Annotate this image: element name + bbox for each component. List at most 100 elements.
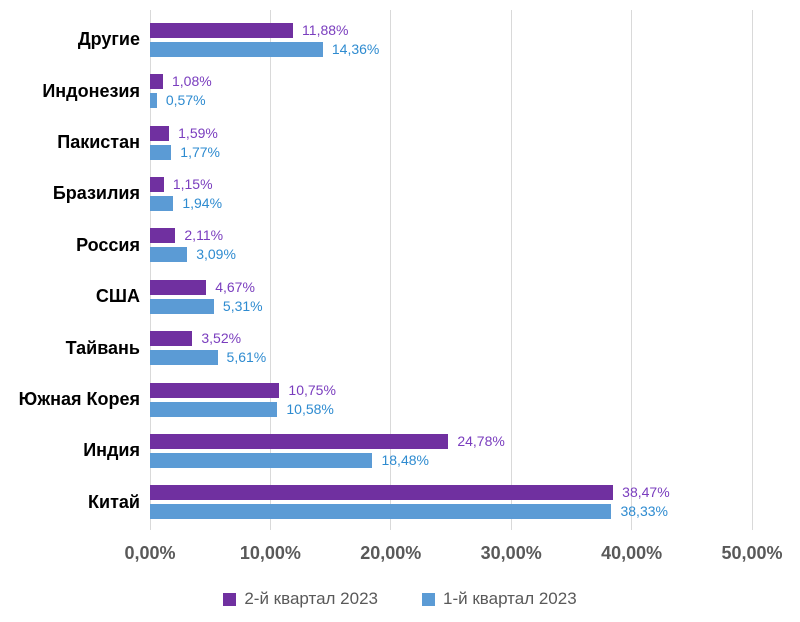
- bar-line: 38,33%: [150, 503, 752, 520]
- bar-value-label: 1,08%: [172, 73, 212, 90]
- bar-value-label: 14,36%: [331, 40, 380, 57]
- bar-q2: [150, 22, 294, 38]
- legend-label: 2-й квартал 2023: [244, 589, 378, 608]
- bar-value-label: 4,67%: [215, 278, 255, 295]
- bar-line: 38,47%: [150, 484, 752, 501]
- bar-line: 2,11%: [150, 227, 752, 244]
- bar-line: 14,36%: [150, 40, 752, 57]
- x-axis-tick: 10,00%: [239, 543, 301, 563]
- bar-line: 10,75%: [150, 381, 752, 398]
- category-label: Бразилия: [52, 183, 140, 204]
- category-label: Индонезия: [42, 80, 140, 101]
- gridline: [390, 10, 392, 530]
- bar-value-label: 3,09%: [196, 246, 236, 263]
- x-axis-tick: 30,00%: [480, 543, 542, 563]
- bar-line: 1,94%: [150, 194, 752, 211]
- legend-label: 1-й квартал 2023: [443, 589, 577, 608]
- bar-q1: [150, 452, 373, 468]
- x-axis-tick: 50,00%: [721, 543, 783, 563]
- bar-group: 1,15% 1,94%: [150, 168, 752, 219]
- bar-value-label: 18,48%: [381, 451, 429, 468]
- bar-line: 3,52%: [150, 330, 752, 347]
- category-label: Китай: [88, 491, 140, 512]
- bar-q2: [150, 279, 207, 295]
- bar-line: 1,08%: [150, 73, 752, 90]
- x-axis-tick: 40,00%: [601, 543, 663, 563]
- bar-value-label: 1,15%: [172, 175, 213, 192]
- bar-line: 5,61%: [150, 350, 752, 366]
- bar-group: 2,11% 3,09%: [150, 220, 752, 271]
- category-labels: Другие Индонезия Пакистан Бразилия Россия США…: [0, 14, 140, 528]
- bar-q1: [150, 247, 188, 263]
- bar-q2: [150, 433, 449, 449]
- bar-group: 38,47% 38,33%: [150, 477, 752, 528]
- bar-q1: [150, 401, 278, 417]
- bar-value-label: 2,11%: [184, 227, 224, 244]
- bar-group: 1,08% 0,57%: [150, 65, 752, 116]
- bar-q2: [150, 382, 280, 398]
- bar-line: 4,67%: [150, 278, 752, 295]
- bar-q1: [150, 350, 218, 366]
- category-label: Пакистан: [57, 132, 140, 153]
- category-label: Другие: [77, 29, 140, 50]
- gridline: [149, 10, 151, 530]
- bar-value-label: 38,47%: [622, 484, 670, 501]
- bar-value-label: 11,88%: [302, 21, 349, 38]
- category-label: Тайвань: [65, 337, 140, 358]
- bar-line: 1,77%: [150, 143, 752, 160]
- bar-group: 1,59% 1,77%: [150, 117, 752, 168]
- x-axis-tick: 20,00%: [360, 543, 422, 563]
- gridline: [510, 10, 512, 530]
- bar-value-label: 24,78%: [457, 432, 505, 449]
- bar-q1: [150, 93, 157, 109]
- legend-swatch-q2: [223, 592, 237, 606]
- bar-group: 24,78% 18,48%: [150, 425, 752, 476]
- bar-value-label: 5,31%: [222, 297, 263, 314]
- bar-value-label: 3,52%: [201, 330, 242, 347]
- bar-value-label: 10,58%: [286, 400, 334, 417]
- bar-group: 3,52% 5,61%: [150, 322, 752, 373]
- legend-item: 1-й квартал 2023: [422, 589, 577, 609]
- bar-q2: [150, 228, 176, 244]
- bar-value-label: 1,59%: [178, 124, 218, 141]
- bar-group: 11,88% 14,36%: [150, 14, 752, 65]
- bar-line: 0,57%: [150, 92, 752, 109]
- bar-q1: [150, 195, 174, 211]
- bar-q2: [150, 125, 170, 141]
- bar-group: 10,75% 10,58%: [150, 374, 752, 425]
- bar-q2: [150, 331, 193, 347]
- x-axis: 0,00% 10,00% 20,00% 30,00% 40,00% 50,00%: [0, 543, 800, 569]
- bar-line: 1,59%: [150, 124, 752, 141]
- gridline: [751, 10, 753, 530]
- legend-swatch-q1: [422, 592, 435, 606]
- legend: 2-й квартал 2023 1-й квартал 2023: [0, 589, 800, 609]
- bar-line: 3,09%: [150, 246, 752, 263]
- plot-area: 11,88% 14,36% 1,08% 0,57% 1,59% 1,77% 1,15% 1,9…: [149, 10, 753, 530]
- bar-value-label: 1,77%: [180, 143, 220, 160]
- bar-line: 24,78%: [150, 432, 752, 449]
- x-axis-tick: 0,00%: [124, 543, 176, 563]
- bar-line: 11,88%: [150, 21, 752, 38]
- bar-q2: [150, 74, 163, 90]
- bar-q1: [150, 144, 172, 160]
- legend-item: 2-й квартал 2023: [223, 589, 378, 609]
- gridline: [631, 10, 633, 530]
- bar-line: 10,58%: [150, 400, 752, 417]
- gridline: [269, 10, 271, 530]
- bar-value-label: 0,57%: [165, 92, 206, 109]
- category-label: США: [95, 286, 140, 307]
- bar-rows: 11,88% 14,36% 1,08% 0,57% 1,59% 1,77% 1,15% 1,9…: [150, 14, 752, 528]
- bar-q2: [150, 176, 164, 192]
- bar-value-label: 38,33%: [620, 503, 668, 520]
- bar-line: 18,48%: [150, 451, 752, 468]
- bar-line: 5,31%: [150, 297, 752, 314]
- bar-value-label: 1,94%: [182, 194, 223, 211]
- bar-q1: [150, 298, 214, 314]
- bar-value-label: 10,75%: [288, 381, 336, 398]
- bar-q1: [150, 41, 323, 57]
- category-label: Южная Корея: [18, 389, 140, 410]
- bar-q2: [150, 485, 614, 501]
- bar-group: 4,67% 5,31%: [150, 271, 752, 322]
- bar-q1: [150, 504, 612, 520]
